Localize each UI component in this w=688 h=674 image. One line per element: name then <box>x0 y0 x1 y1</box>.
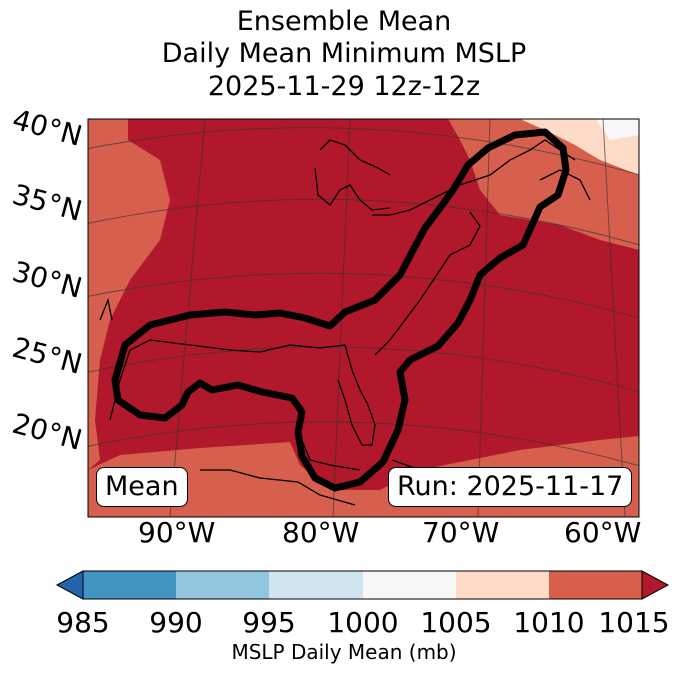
lon-label-70: 70°W <box>422 516 499 549</box>
mean-label: Mean <box>105 471 179 502</box>
field-995-1000 <box>596 119 639 140</box>
title-line-3: 2025-11-29 12z-12z <box>207 71 481 102</box>
colorbar-bin-990-995 <box>176 571 269 599</box>
lon-label-90: 90°W <box>138 516 215 549</box>
colorbar-tick-985: 985 <box>56 606 110 639</box>
lat-label-25: 25°N <box>9 331 86 381</box>
coastlines <box>99 139 591 506</box>
colorbar-bin-1000-1005 <box>363 571 456 599</box>
title-line-1: Ensemble Mean <box>236 6 452 37</box>
colorbar-bin-985-990 <box>83 571 176 599</box>
colorbar-bin-1010-1015 <box>549 571 642 599</box>
lat-label-30: 30°N <box>9 255 86 305</box>
lat-label-35: 35°N <box>9 178 86 228</box>
lon-label-60: 60°W <box>564 516 641 549</box>
colorbar-tick-1000: 1000 <box>327 606 399 639</box>
mslp-outline <box>111 128 570 492</box>
mean-label-box: Mean <box>96 467 188 507</box>
colorbar-extend-low <box>55 570 84 600</box>
lat-label-20: 20°N <box>9 407 86 457</box>
lon-label-80: 80°W <box>282 516 359 549</box>
colorbar-tick-1005: 1005 <box>420 606 492 639</box>
run-label-box: Run: 2025-11-17 <box>388 467 633 507</box>
colorbar-tick-1010: 1010 <box>513 606 585 639</box>
colorbar-frame <box>82 570 643 600</box>
title-line-2: Daily Mean Minimum MSLP <box>161 38 527 69</box>
colorbar-label: MSLP Daily Mean (mb) <box>231 640 457 664</box>
map-frame <box>87 118 640 518</box>
colorbar-tick-990: 990 <box>149 606 203 639</box>
lat-label-40: 40°N <box>9 103 86 153</box>
colorbar-bin-995-1000 <box>269 571 363 599</box>
map-panel <box>88 119 639 517</box>
field-1005-1010-west <box>88 119 170 470</box>
colorbar-tick-1015: 1015 <box>598 606 670 639</box>
colorbar-extend-high <box>641 570 670 600</box>
colorbar-bin-1005-1010 <box>456 571 549 599</box>
run-label: Run: 2025-11-17 <box>397 471 624 502</box>
colorbar <box>55 570 670 600</box>
colorbar-tick-995: 995 <box>242 606 296 639</box>
